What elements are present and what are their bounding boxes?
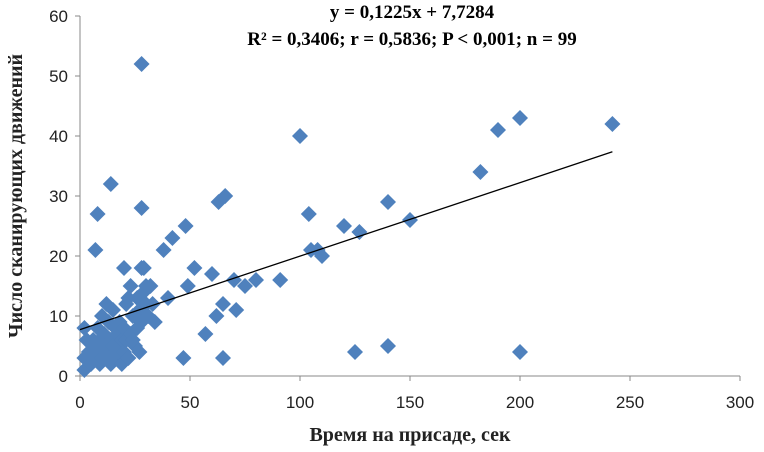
data-point	[164, 230, 181, 246]
data-point	[512, 344, 528, 360]
data-point	[118, 296, 135, 312]
equation-annotation: y = 0,1225x + 7,7284	[330, 2, 495, 23]
data-point	[133, 56, 150, 72]
data-point	[142, 278, 159, 294]
data-point	[336, 218, 352, 234]
data-point	[179, 278, 196, 294]
y-axis-title: Число сканирующих движений	[5, 54, 27, 338]
stats-annotation: R² = 0,3406; r = 0,5836; P < 0,001; n = …	[247, 29, 576, 50]
data-point	[204, 266, 220, 282]
x-tick-label: 50	[181, 393, 200, 412]
data-point	[131, 344, 148, 360]
data-point	[380, 194, 396, 210]
data-point	[133, 260, 150, 276]
y-tick-label: 60	[49, 7, 68, 26]
y-tick-label: 20	[49, 247, 68, 266]
y-tick-label: 10	[49, 307, 68, 326]
data-point	[87, 242, 104, 258]
data-point	[248, 272, 264, 288]
data-point	[347, 344, 363, 360]
data-point	[215, 296, 231, 312]
data-point	[122, 278, 139, 294]
data-point	[512, 110, 528, 126]
x-tick-label: 200	[506, 393, 534, 412]
data-points	[76, 56, 621, 378]
data-point	[228, 302, 245, 318]
data-point	[215, 350, 231, 366]
y-tick-label: 0	[59, 367, 68, 386]
data-point	[217, 188, 234, 204]
data-point	[140, 308, 157, 324]
data-point	[116, 260, 132, 276]
data-point	[186, 260, 203, 276]
data-point	[300, 206, 317, 222]
data-point	[144, 296, 161, 312]
data-point	[351, 224, 368, 240]
data-point	[197, 326, 214, 342]
x-tick-label: 250	[616, 393, 644, 412]
x-tick-label: 100	[286, 393, 314, 412]
x-axis-title: Время на присаде, сек	[309, 424, 511, 446]
y-tick-label: 50	[49, 67, 68, 86]
y-tick-label: 40	[49, 127, 68, 146]
data-point	[380, 338, 396, 354]
data-point	[237, 278, 253, 294]
x-axis-ticks: 0 50 100 150 200 250 300	[75, 376, 754, 412]
data-point	[208, 308, 225, 324]
data-point	[226, 272, 242, 288]
data-point	[120, 350, 137, 366]
data-point	[490, 122, 506, 138]
data-point	[272, 272, 289, 288]
plot-area: 0 50 100 150 200 250 300 0 10 20 30 40 50 60	[49, 7, 754, 412]
data-point	[102, 176, 119, 192]
x-tick-label: 0	[75, 393, 84, 412]
data-point	[175, 350, 192, 366]
data-point	[105, 302, 121, 318]
x-tick-label: 150	[396, 393, 424, 412]
data-point	[292, 128, 308, 144]
x-tick-label: 300	[726, 393, 754, 412]
data-point	[124, 332, 141, 348]
data-point	[133, 200, 150, 216]
y-tick-label: 30	[49, 187, 68, 206]
data-point	[177, 218, 194, 234]
y-axis-ticks: 0 10 20 30 40 50 60	[49, 7, 80, 386]
data-point	[155, 242, 172, 258]
data-point	[604, 116, 621, 132]
data-point	[472, 164, 489, 180]
trendline	[79, 151, 613, 331]
data-point	[89, 206, 106, 222]
